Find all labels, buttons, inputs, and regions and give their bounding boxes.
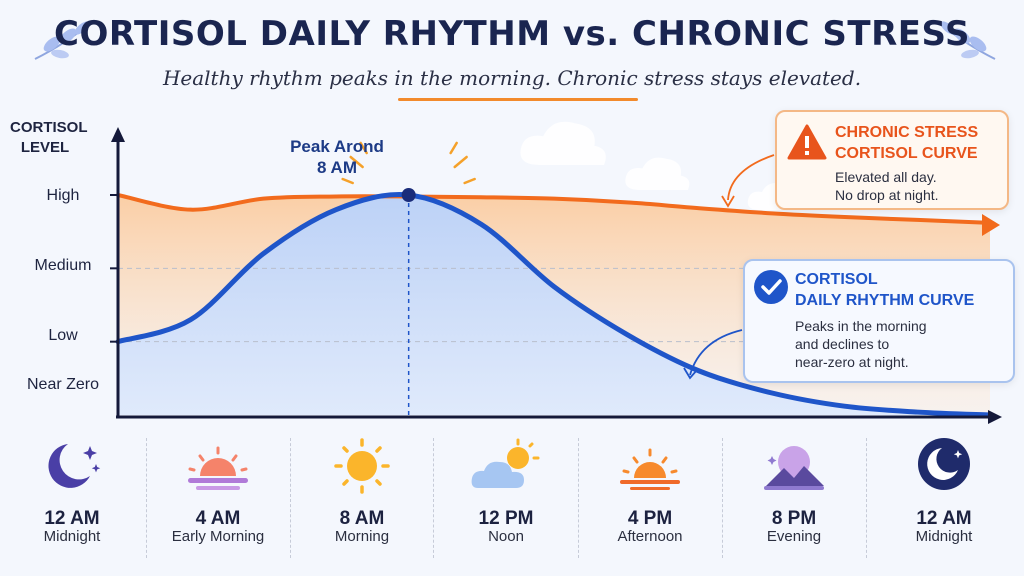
time-separator bbox=[290, 438, 291, 558]
daily-rhythm-line bbox=[115, 192, 993, 418]
y-axis-title-line: CORTISOL LEVEL bbox=[10, 119, 88, 156]
sunset-icon bbox=[620, 448, 680, 490]
time-tick-label: 4 PM bbox=[627, 508, 673, 529]
peak-sparkle bbox=[341, 177, 354, 185]
stress-callout-pointer-head bbox=[721, 195, 735, 208]
peak-annotation-line2: 8 AM bbox=[317, 158, 357, 177]
y-axis-arrowhead bbox=[111, 127, 125, 142]
daily-rhythm-body-line1: Peaks in the morning bbox=[795, 318, 927, 334]
peak-sparkle bbox=[453, 155, 468, 169]
time-period-label: Afternoon bbox=[617, 528, 683, 545]
time-period-label: Noon bbox=[488, 528, 524, 545]
peak-point bbox=[401, 188, 416, 202]
chronic-stress-line bbox=[116, 193, 992, 225]
peak-annotation-line1: Peak Arond bbox=[290, 137, 384, 156]
time-period-label: Morning bbox=[334, 528, 390, 545]
warning-icon bbox=[787, 124, 827, 160]
stress-line-arrowhead bbox=[982, 214, 1000, 236]
peak-sparkle bbox=[349, 155, 364, 169]
chronic-stress-body-line2: No drop at night. bbox=[835, 187, 939, 203]
chronic-stress-title-line1: CHRONIC STRESS bbox=[835, 124, 979, 141]
time-separator bbox=[866, 438, 867, 558]
daily-rhythm-callout: CORTISOL DAILY RHYTHM CURVE Peaks in the… bbox=[743, 259, 1015, 383]
time-period-label: Evening bbox=[766, 528, 822, 545]
time-separator bbox=[578, 438, 579, 558]
y-tick-label: Medium bbox=[34, 257, 92, 274]
stress-callout-pointer bbox=[727, 154, 775, 201]
check-icon bbox=[754, 270, 788, 304]
chart-subtitle: Healthy rhythm peaks in the morning. Chr… bbox=[162, 66, 862, 90]
time-tick-label: 12 AM bbox=[44, 508, 100, 529]
time-period-label: Early Morning bbox=[171, 528, 265, 545]
rhythm-callout-pointer bbox=[689, 329, 743, 376]
y-tick-label: Near Zero bbox=[26, 376, 100, 393]
time-separator bbox=[146, 438, 147, 558]
leaf-sprig-right-icon bbox=[937, 21, 996, 60]
peak-sparkle bbox=[359, 141, 368, 155]
y-axis-title: CORTISOL LEVEL bbox=[10, 118, 88, 158]
cloud-decoration bbox=[625, 157, 690, 190]
daily-rhythm-body-line2: and declines to bbox=[795, 336, 890, 352]
sunrise-icon bbox=[188, 446, 248, 490]
chronic-stress-body-line1: Elevated all day. bbox=[835, 169, 937, 185]
time-tick-label: 8 AM bbox=[339, 508, 385, 529]
rhythm-callout-pointer-head bbox=[683, 367, 698, 380]
daily-rhythm-area bbox=[118, 194, 990, 415]
sun-icon bbox=[334, 438, 390, 494]
peak-sparkle bbox=[449, 141, 458, 155]
leaf-sprig-left-icon bbox=[34, 21, 93, 60]
moon-stars-icon bbox=[48, 444, 101, 488]
time-tick-label: 12 AM bbox=[916, 508, 972, 529]
sun-cloud-icon bbox=[471, 438, 540, 488]
x-axis-arrowhead bbox=[988, 410, 1002, 424]
moon-night-icon bbox=[918, 438, 970, 490]
time-tick-label: 12 PM bbox=[478, 508, 534, 529]
time-period-label: Midnight bbox=[43, 528, 101, 545]
dusk-mountains-icon bbox=[764, 446, 824, 490]
time-tick-label: 4 AM bbox=[195, 508, 241, 529]
peak-annotation: Peak Arond 8 AM bbox=[282, 136, 392, 178]
daily-rhythm-body-line3: near-zero at night. bbox=[795, 354, 909, 370]
chart-title: CORTISOL DAILY RHYTHM vs. CHRONIC STRESS bbox=[54, 14, 970, 54]
time-period-label: Midnight bbox=[915, 528, 973, 545]
cloud-decoration bbox=[520, 121, 606, 165]
time-separator bbox=[722, 438, 723, 558]
y-tick-label: Low bbox=[48, 327, 78, 344]
y-tick-label: High bbox=[46, 187, 80, 204]
daily-rhythm-title-line2: DAILY RHYTHM CURVE bbox=[795, 292, 975, 309]
time-tick-label: 8 PM bbox=[771, 508, 817, 529]
daily-rhythm-title-line1: CORTISOL bbox=[795, 271, 878, 288]
chronic-stress-callout: CHRONIC STRESS CORTISOL CURVE Elevated a… bbox=[775, 110, 1009, 210]
peak-sparkle bbox=[463, 177, 476, 185]
subtitle-underline bbox=[398, 98, 638, 101]
time-separator bbox=[433, 438, 434, 558]
chronic-stress-title-line2: CORTISOL CURVE bbox=[835, 145, 978, 162]
